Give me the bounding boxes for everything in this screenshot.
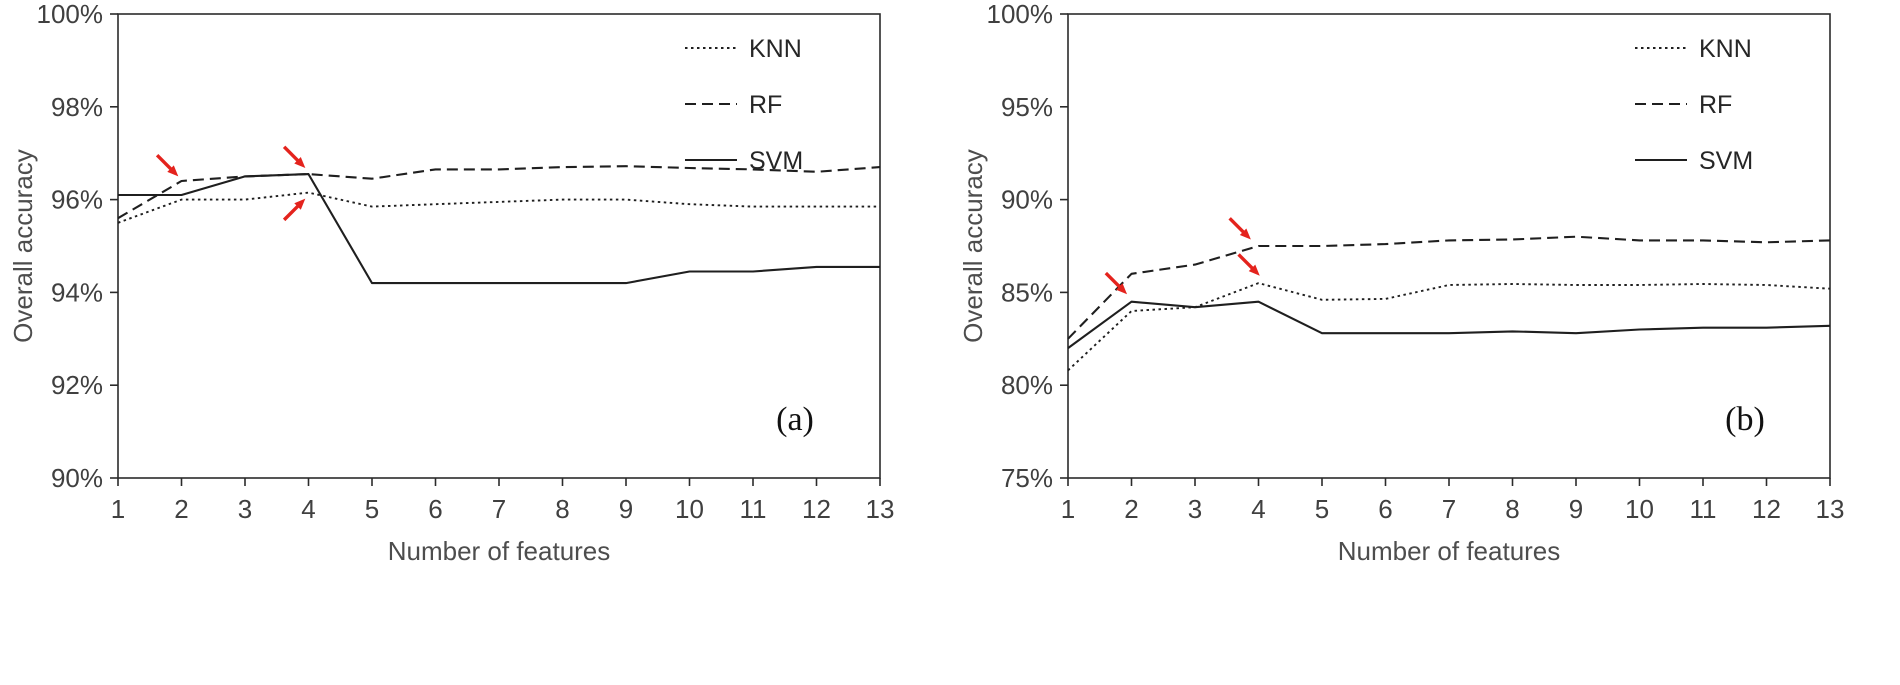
chart-panel-a: 90% 92% 94% 96% 98% 100% 1 2 3 4 5 6 7 8 9 10 11 12 13 Numb… xyxy=(8,0,895,566)
annotation-arrow-shaft xyxy=(1237,253,1255,271)
x-tick-label: 11 xyxy=(1690,494,1717,524)
x-tick-label: 7 xyxy=(492,494,506,524)
x-tick-label: 2 xyxy=(174,494,188,524)
series-line-rf xyxy=(1067,235,1831,340)
legend-label-svm: SVM xyxy=(749,147,803,175)
x-tick-label: 8 xyxy=(1505,494,1519,524)
x-tick-label: 9 xyxy=(1569,494,1583,524)
x-tick-label: 8 xyxy=(555,494,569,524)
series-line-knn xyxy=(117,191,880,224)
annotation-arrow-shaft xyxy=(282,145,301,163)
x-tick-label: 6 xyxy=(1378,494,1392,524)
annotation-arrow-head xyxy=(294,198,306,210)
annotation-arrow-head xyxy=(1248,264,1260,276)
x-tick-label: 3 xyxy=(238,494,252,524)
chart-panel-b: 75% 80% 85% 90% 95% 100% 1 2 3 4 5 6 7 8 9 10 11 12 13 Numb… xyxy=(950,0,1900,685)
plot-border xyxy=(117,13,881,479)
annotation-arrow-shaft xyxy=(1228,217,1246,235)
y-tick-label: 94% xyxy=(51,277,103,307)
annotation-arrow-head xyxy=(1239,228,1251,240)
legend-label-rf: RF xyxy=(749,91,782,119)
panel-label: (b) xyxy=(1725,401,1765,438)
line-chart-b: 75%80%85%90%95%100%1 2 3 4 5 6 7 8 9 10 11 12 13Numb… xyxy=(958,0,1845,566)
legend-label-rf: RF xyxy=(1699,91,1732,119)
y-tick-label: 100% xyxy=(37,0,104,29)
annotation-arrow-shaft xyxy=(1104,271,1122,290)
x-tick-label: 1 xyxy=(1061,494,1075,524)
x-tick-label: 1 xyxy=(111,494,125,524)
x-tick-label: 5 xyxy=(365,494,379,524)
series-line-svm xyxy=(118,173,880,285)
x-tick-label: 12 xyxy=(802,494,831,524)
legend-label-knn: KNN xyxy=(1699,35,1752,63)
y-tick-label: 90% xyxy=(51,463,103,493)
y-tick-label: 96% xyxy=(51,185,103,215)
x-tick-label: 6 xyxy=(428,494,442,524)
y-tick-label: 90% xyxy=(1001,185,1053,215)
x-tick-label: 5 xyxy=(1315,494,1329,524)
x-tick-label: 9 xyxy=(619,494,633,524)
x-tick-label: 7 xyxy=(1442,494,1456,524)
x-tick-label: 4 xyxy=(1251,494,1265,524)
y-tick-label: 75% xyxy=(1001,463,1053,493)
panel-label: (a) xyxy=(776,401,814,438)
y-tick-label: 92% xyxy=(51,370,103,400)
x-tick-label: 13 xyxy=(866,494,895,524)
x-tick-label: 13 xyxy=(1816,494,1845,524)
y-tick-label: 80% xyxy=(1001,370,1053,400)
line-chart-a: 90%92%94%96%98%100%1 2 3 4 5 6 7 8 9 10 11 12 13Numb… xyxy=(8,0,895,566)
y-tick-label: 95% xyxy=(1001,92,1053,122)
x-tick-label: 4 xyxy=(301,494,315,524)
x-tick-label: 2 xyxy=(1124,494,1138,524)
legend-label-knn: KNN xyxy=(749,35,802,63)
x-axis-label: Number of features xyxy=(388,536,611,566)
x-tick-label: 10 xyxy=(1625,494,1654,524)
x-axis-label: Number of features xyxy=(1338,536,1561,566)
y-axis-label: Overall accuracy xyxy=(958,149,988,343)
plot-border xyxy=(1067,13,1831,479)
annotation-arrow-shaft xyxy=(282,203,301,222)
annotation-arrow-shaft xyxy=(155,153,174,172)
x-tick-label: 11 xyxy=(740,494,767,524)
x-tick-label: 10 xyxy=(675,494,704,524)
annotation-arrow-head xyxy=(294,157,306,169)
y-tick-label: 100% xyxy=(987,0,1054,29)
y-tick-label: 98% xyxy=(51,92,103,122)
legend-label-svm: SVM xyxy=(1699,147,1753,175)
y-tick-label: 85% xyxy=(1001,277,1053,307)
annotation-arrow-head xyxy=(167,165,179,177)
x-tick-label: 12 xyxy=(1752,494,1781,524)
annotation-arrow-head xyxy=(1116,283,1128,295)
x-tick-label: 3 xyxy=(1188,494,1202,524)
y-axis-label: Overall accuracy xyxy=(8,149,38,343)
series-line-svm xyxy=(1067,300,1831,349)
